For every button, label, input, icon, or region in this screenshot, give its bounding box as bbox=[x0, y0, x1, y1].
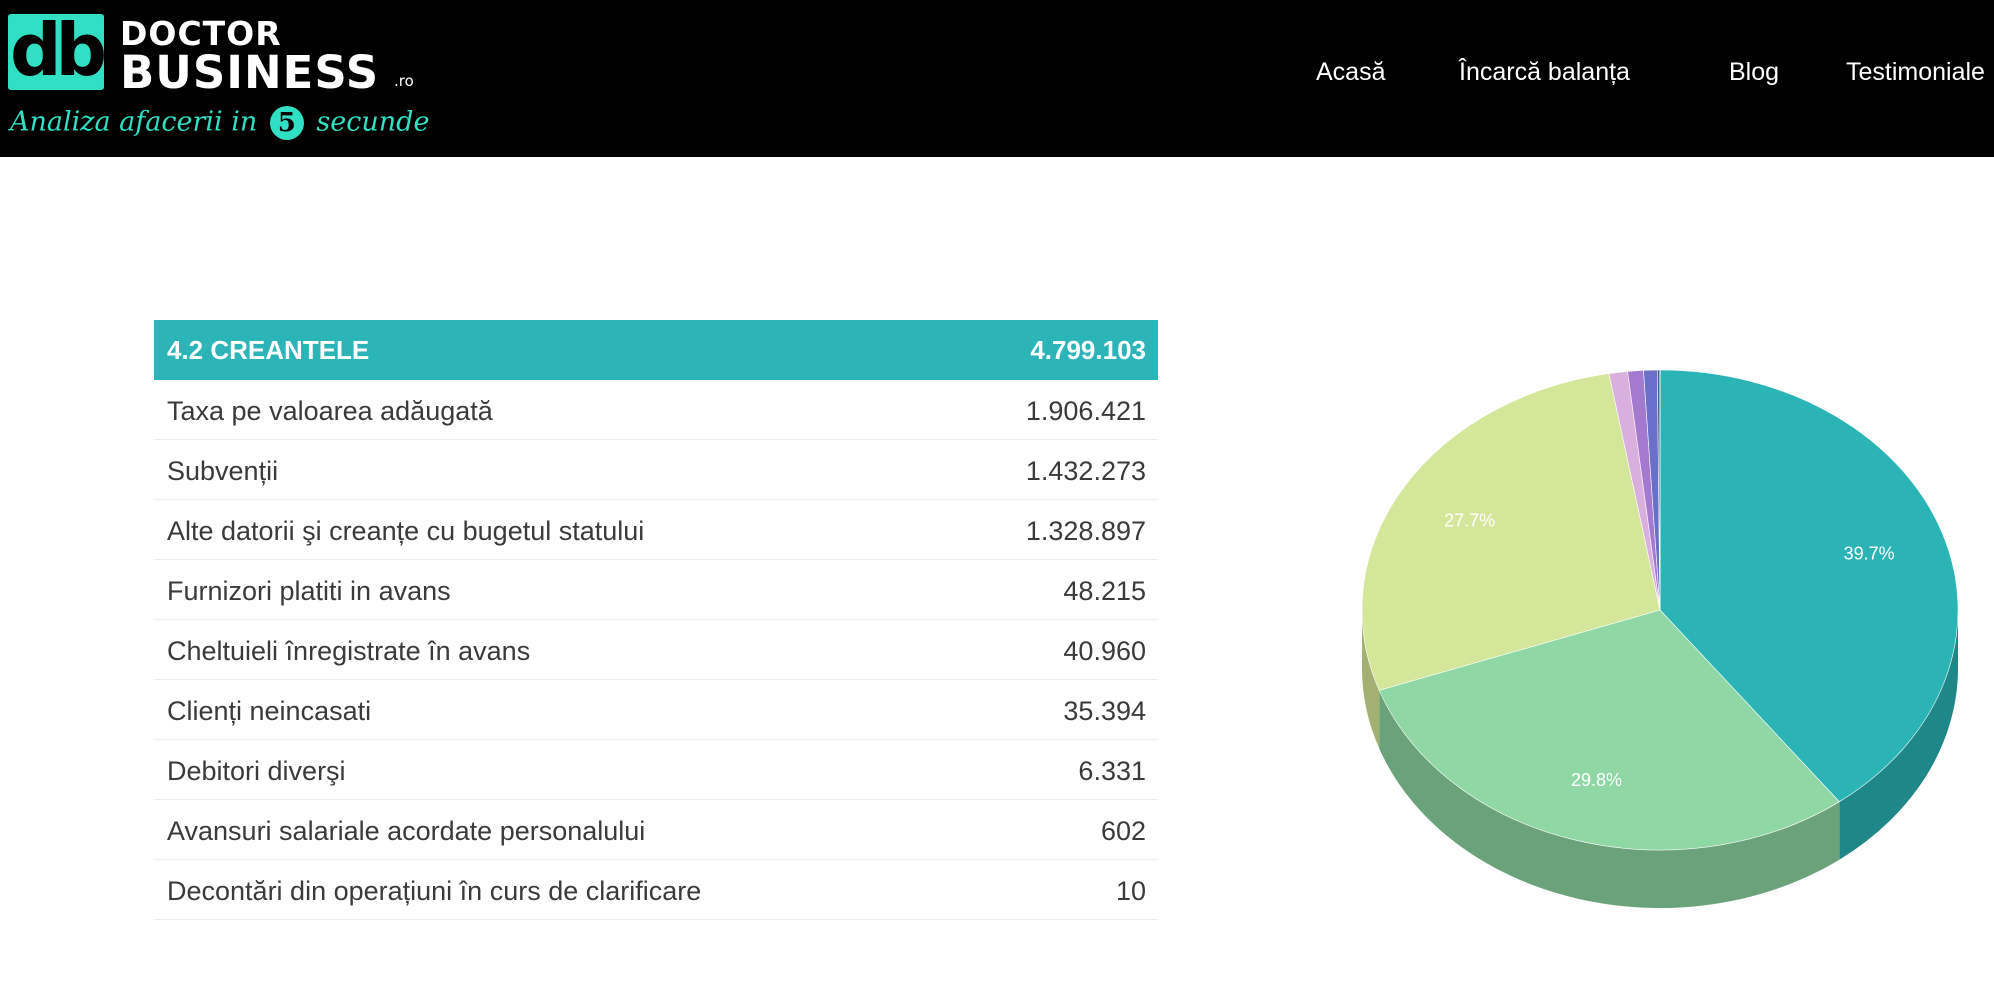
nav-link-blog[interactable]: Blog bbox=[1729, 58, 1780, 86]
table-row: Avansuri salariale acordate personalului… bbox=[154, 800, 1158, 860]
logo-mark-text: db bbox=[10, 8, 107, 92]
row-value: 48.215 bbox=[1063, 576, 1146, 606]
pie-data-label: 29.8% bbox=[1571, 770, 1622, 790]
site-header: db DOCTOR BUSINESS .ro Analiza afacerii … bbox=[0, 0, 1994, 157]
pie-data-label: 39.7% bbox=[1844, 544, 1895, 564]
row-value: 10 bbox=[1115, 876, 1146, 906]
pie-slices bbox=[1361, 369, 1959, 851]
table-row: Alte datorii şi creanțe cu bugetul statu… bbox=[154, 500, 1158, 560]
table-title: 4.2 CREANTELE bbox=[167, 335, 370, 365]
row-value: 35.394 bbox=[1063, 696, 1146, 726]
row-label: Avansuri salariale acordate personalului bbox=[167, 816, 646, 846]
nav-link-incarca-balanta[interactable]: Încarcă balanța bbox=[1459, 58, 1630, 86]
table-row: Furnizori platiti in avans 48.215 bbox=[154, 560, 1158, 620]
row-label: Subvenții bbox=[167, 456, 279, 486]
table-row: Debitori diverşi 6.331 bbox=[154, 740, 1158, 800]
row-label: Furnizori platiti in avans bbox=[167, 576, 451, 606]
nav-link-testimoniale[interactable]: Testimoniale bbox=[1846, 58, 1985, 86]
nav-link-acasa[interactable]: Acasă bbox=[1316, 58, 1386, 86]
receivables-pie-chart: 39.7% 29.8% 27.7% bbox=[1361, 369, 1959, 908]
pie-slice-side bbox=[1362, 610, 1380, 749]
pie-data-label: 27.7% bbox=[1444, 510, 1495, 530]
brand-suffix: .ro bbox=[394, 72, 414, 90]
receivables-table: 4.2 CREANTELE 4.799.103 Taxa pe valoarea… bbox=[154, 320, 1158, 920]
row-label: Debitori diverşi bbox=[167, 756, 346, 786]
row-value: 1.328.897 bbox=[1025, 516, 1146, 546]
row-value: 6.331 bbox=[1078, 756, 1146, 786]
table-row: Decontări din operațiuni în curs de clar… bbox=[154, 860, 1158, 920]
row-label: Clienți neincasati bbox=[167, 696, 372, 726]
row-label: Alte datorii şi creanțe cu bugetul statu… bbox=[167, 516, 645, 546]
row-label: Cheltuieli înregistrate în avans bbox=[167, 636, 531, 666]
table-row: Clienți neincasati 35.394 bbox=[154, 680, 1158, 740]
brand-name-line2: BUSINESS bbox=[120, 46, 380, 99]
tagline-before: Analiza afacerii in bbox=[10, 106, 258, 138]
table-row: Cheltuieli înregistrate în avans 40.960 bbox=[154, 620, 1158, 680]
row-value: 40.960 bbox=[1063, 636, 1146, 666]
pie-slice-side bbox=[1839, 610, 1958, 860]
row-value: 1.906.421 bbox=[1025, 396, 1146, 426]
row-value: 602 bbox=[1100, 816, 1146, 846]
row-label: Taxa pe valoarea adăugată bbox=[167, 396, 493, 426]
row-value: 1.432.273 bbox=[1025, 456, 1146, 486]
table-header-row: 4.2 CREANTELE 4.799.103 bbox=[154, 320, 1158, 380]
tagline-number-badge: 5 bbox=[269, 106, 304, 140]
pie-slice-side bbox=[1379, 690, 1840, 908]
table-row: Subvenții 1.432.273 bbox=[154, 440, 1158, 500]
pie-slice[interactable] bbox=[1361, 373, 1661, 691]
logo-mark[interactable]: db bbox=[8, 8, 107, 92]
table-row: Taxa pe valoarea adăugată 1.906.421 bbox=[154, 380, 1158, 440]
pie-slice[interactable] bbox=[1659, 369, 1959, 803]
table-total: 4.799.103 bbox=[1030, 335, 1146, 365]
row-label: Decontări din operațiuni în curs de clar… bbox=[167, 876, 702, 906]
tagline: Analiza afacerii in 5 secunde bbox=[10, 106, 429, 140]
table-body: Taxa pe valoarea adăugată 1.906.421 Subven… bbox=[154, 380, 1158, 920]
pie-slice[interactable] bbox=[1378, 609, 1840, 851]
pie-side-walls bbox=[1362, 610, 1958, 908]
brand-name-line1: DOCTOR bbox=[120, 14, 282, 53]
tagline-after: secunde bbox=[316, 106, 430, 138]
